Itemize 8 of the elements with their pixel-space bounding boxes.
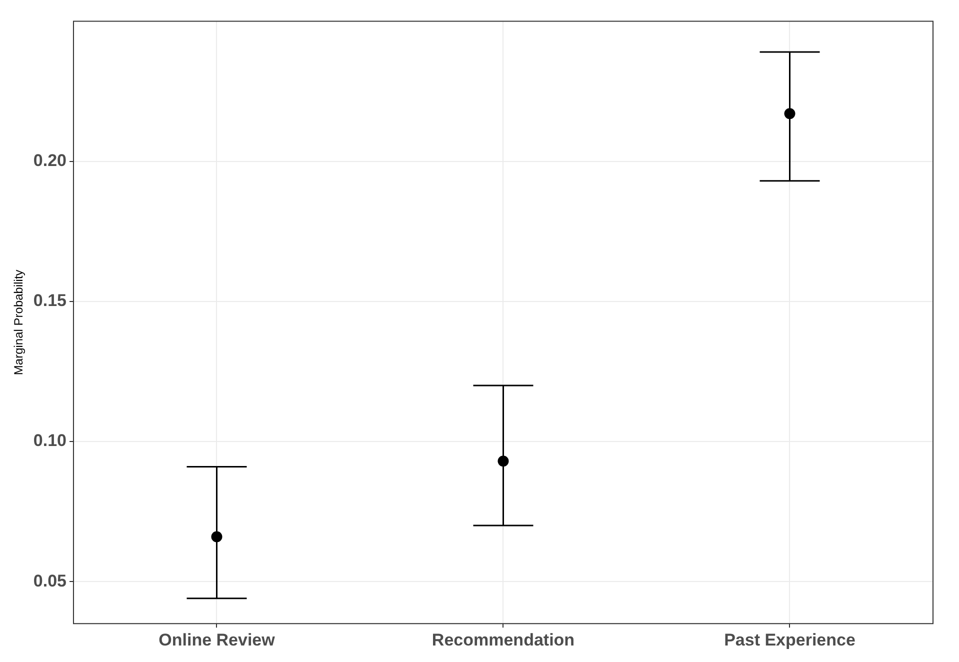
x-tick-label: Online Review	[158, 630, 276, 650]
y-tick-label: 0.20	[33, 150, 66, 170]
y-tick-label: 0.15	[33, 291, 66, 310]
y-axis-title: Marginal Probability	[12, 270, 26, 376]
y-tick-label: 0.10	[33, 431, 66, 450]
x-tick-label: Past Experience	[724, 630, 856, 650]
y-tick-label: 0.05	[33, 571, 66, 590]
x-tick-label: Recommendation	[432, 630, 575, 650]
